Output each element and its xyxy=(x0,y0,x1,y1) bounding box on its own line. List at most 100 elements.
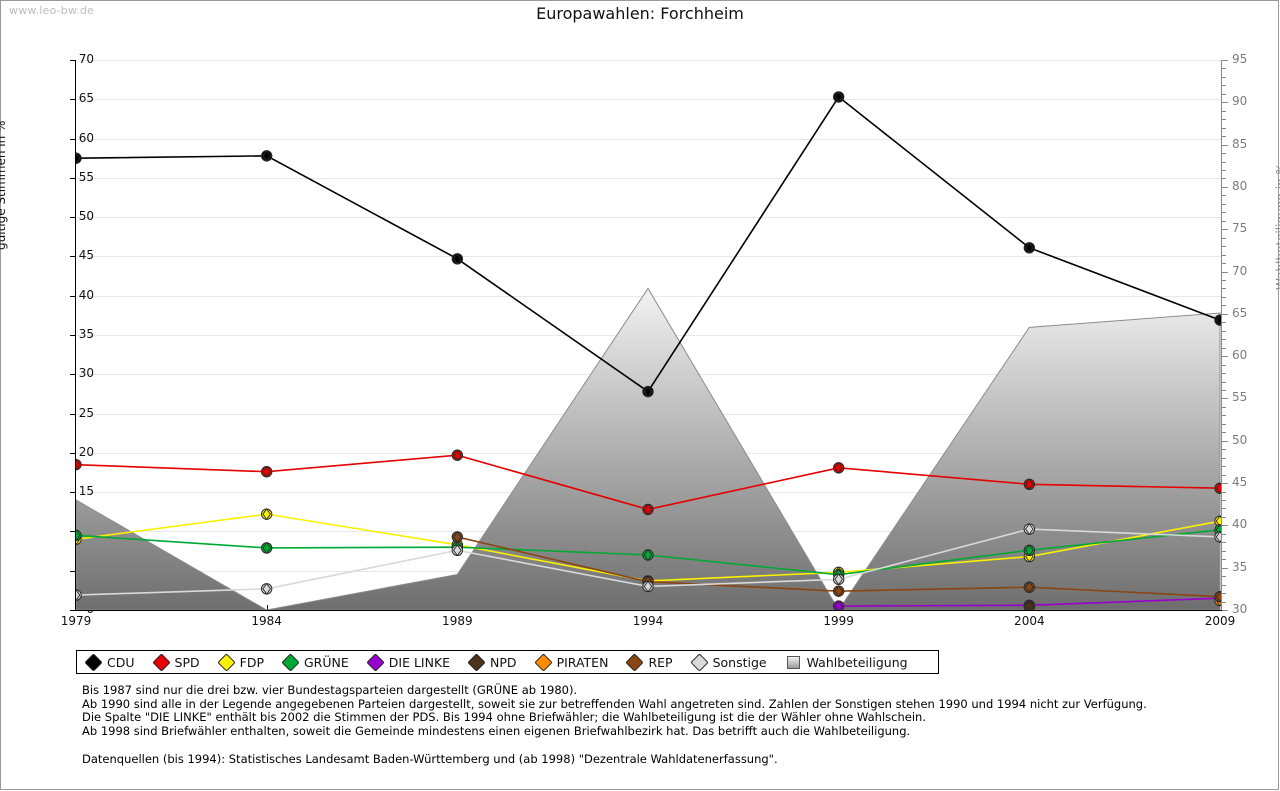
right-axis-tick-label: 75 xyxy=(1232,221,1248,236)
data-point-sonstige xyxy=(76,589,82,602)
legend-diamond-icon xyxy=(366,652,385,672)
data-point-sonstige xyxy=(1214,530,1221,543)
data-point-cdu xyxy=(1214,314,1221,327)
right-axis-tick-label: 60 xyxy=(1232,348,1248,363)
legend-swatch-icon xyxy=(786,655,800,669)
left-axis-tick-mark xyxy=(70,452,76,454)
left-axis-tick-mark xyxy=(70,531,76,533)
right-axis-minor-tick xyxy=(1222,559,1226,561)
legend-item-sonstige[interactable]: Sonstige xyxy=(689,652,767,672)
right-axis-tick-mark xyxy=(1222,440,1228,442)
x-axis-tick-label: 2004 xyxy=(1014,614,1045,628)
left-axis-tick-label: 35 xyxy=(78,327,94,341)
x-axis-tick-label: 2009 xyxy=(1204,614,1236,628)
right-axis-tick-mark xyxy=(1222,610,1228,611)
footnote-line: Ab 1990 sind alle in der Legende angegeb… xyxy=(82,696,1147,711)
right-axis-minor-tick xyxy=(1222,322,1226,324)
legend-label: REP xyxy=(648,654,673,670)
gridline xyxy=(76,256,1221,258)
legend-item-rep[interactable]: REP xyxy=(625,652,673,672)
right-axis-minor-tick xyxy=(1222,263,1226,265)
right-axis-tick-label: 70 xyxy=(1232,263,1248,278)
right-axis-minor-tick xyxy=(1222,127,1226,129)
right-axis-minor-tick xyxy=(1222,533,1226,535)
chart-title: Europawahlen: Forchheim xyxy=(536,4,744,23)
footnote-line: Bis 1987 sind nur die drei bzw. vier Bun… xyxy=(82,683,578,697)
legend-label: FDP xyxy=(239,654,264,670)
right-axis-tick-label: 40 xyxy=(1232,517,1248,532)
left-axis-tick-label: 50 xyxy=(78,209,94,224)
gridline xyxy=(76,217,1221,219)
left-axis-tick-mark xyxy=(70,570,76,572)
right-axis-tick-mark xyxy=(1222,60,1228,61)
right-axis-minor-tick xyxy=(1222,68,1226,70)
right-axis-minor-tick xyxy=(1222,288,1226,290)
left-axis-tick-label: 60 xyxy=(78,130,94,145)
left-axis-tick-label: 55 xyxy=(78,169,94,184)
data-point-die-linke xyxy=(832,600,845,610)
right-axis-minor-tick xyxy=(1222,381,1226,383)
data-point-grüne xyxy=(642,549,654,561)
right-axis-tick-label: 85 xyxy=(1232,136,1248,151)
data-point-spd xyxy=(1214,482,1221,495)
right-axis-minor-tick xyxy=(1222,280,1226,281)
legend-item-die-linke[interactable]: DIE LINKE xyxy=(366,652,450,672)
legend-label: PIRATEN xyxy=(556,654,609,670)
right-axis-minor-tick xyxy=(1222,550,1226,552)
x-axis-tick-label: 1999 xyxy=(823,614,854,628)
left-axis-tick-mark xyxy=(70,413,76,415)
legend-item-cdu[interactable]: CDU xyxy=(84,652,135,672)
right-axis-minor-tick xyxy=(1222,161,1226,163)
legend-item-grüne[interactable]: GRÜNE xyxy=(281,652,349,672)
right-axis-tick-mark xyxy=(1222,525,1228,527)
data-point-spd xyxy=(451,449,464,462)
right-axis-tick-mark xyxy=(1222,398,1228,400)
left-axis-tick-label: 65 xyxy=(78,91,94,106)
data-point-spd xyxy=(642,503,654,516)
right-axis-minor-tick xyxy=(1222,576,1226,578)
right-axis-tick-label: 65 xyxy=(1232,305,1248,320)
data-point-spd xyxy=(260,465,273,478)
left-axis-tick-mark xyxy=(70,99,76,101)
legend-label: Wahlbeteiligung xyxy=(806,654,908,670)
left-axis-tick-mark xyxy=(70,335,76,336)
right-axis-tick-label: 30 xyxy=(1232,602,1248,616)
left-axis-line xyxy=(75,60,76,611)
footnotes: Bis 1987 sind nur die drei bzw. vier Bun… xyxy=(82,683,1232,738)
right-axis-label: Wahlbeteiligung in % xyxy=(1274,163,1280,290)
data-point-rep xyxy=(451,530,464,543)
left-axis-tick-mark xyxy=(70,610,76,611)
legend-item-piraten[interactable]: PIRATEN xyxy=(533,652,609,672)
right-axis-minor-tick xyxy=(1222,305,1226,307)
data-point-cdu xyxy=(642,385,654,398)
legend-diamond-icon xyxy=(216,652,236,672)
right-axis-minor-tick xyxy=(1222,364,1226,366)
legend-diamond-icon xyxy=(689,652,709,672)
left-axis-tick-label: 20 xyxy=(78,444,94,459)
right-axis-tick-label: 35 xyxy=(1232,559,1248,574)
gridline xyxy=(76,60,1221,61)
right-axis-minor-tick xyxy=(1222,254,1226,256)
right-axis-minor-tick xyxy=(1222,347,1226,349)
gridline xyxy=(76,99,1221,101)
right-axis-minor-tick xyxy=(1222,449,1226,451)
left-axis-tick-mark xyxy=(70,374,76,376)
right-axis-tick-label: 45 xyxy=(1232,475,1248,490)
legend-diamond-icon xyxy=(84,652,103,672)
data-point-cdu xyxy=(1023,241,1036,254)
right-axis-tick-mark xyxy=(1222,102,1228,104)
series-area-wahlbeteiligung xyxy=(76,287,1221,610)
legend-item-npd[interactable]: NPD xyxy=(467,652,517,672)
left-axis-tick-mark xyxy=(70,217,76,219)
right-axis-minor-tick xyxy=(1222,170,1226,171)
data-point-spd xyxy=(832,461,845,474)
legend-item-wahlbeteiligung[interactable]: Wahlbeteiligung xyxy=(786,654,908,670)
right-axis-tick-label: 80 xyxy=(1232,178,1248,193)
legend-item-fdp[interactable]: FDP xyxy=(216,652,264,672)
legend-item-spd[interactable]: SPD xyxy=(151,652,200,672)
right-axis-minor-tick xyxy=(1222,474,1226,476)
right-axis-minor-tick xyxy=(1222,296,1226,298)
data-point-rep xyxy=(1214,590,1221,603)
data-point-cdu xyxy=(260,149,273,162)
right-axis-minor-tick xyxy=(1222,508,1226,510)
